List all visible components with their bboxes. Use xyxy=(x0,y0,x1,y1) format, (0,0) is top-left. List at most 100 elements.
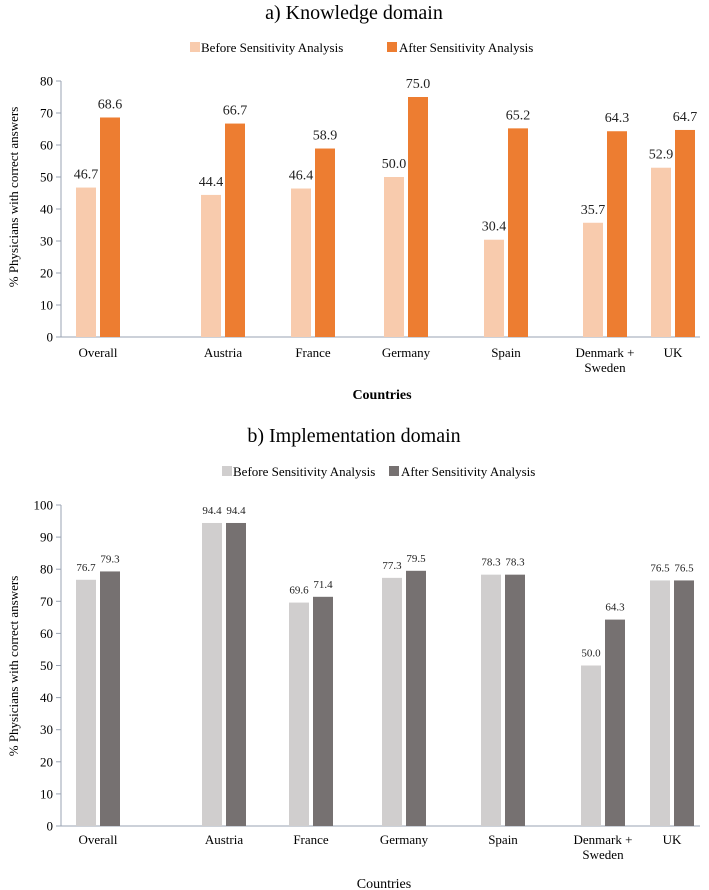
data-label-before: 77.3 xyxy=(382,560,402,572)
chart-a-group-spain: 30.4 65.2 xyxy=(482,108,531,337)
data-label-before: 76.7 xyxy=(76,562,96,574)
data-label-after: 64.3 xyxy=(605,602,625,614)
bar-before xyxy=(201,194,221,337)
chart-b-group-austria: 94.4 94.4 xyxy=(202,505,246,826)
chart-b-legend: Before Sensitivity Analysis After Sensit… xyxy=(222,464,535,479)
data-label-before: 30.4 xyxy=(482,220,507,235)
chart-a-group-austria: 44.4 66.7 xyxy=(199,104,248,337)
data-label-before: 50.0 xyxy=(581,648,601,660)
chart-a-group-overall: 46.7 68.6 xyxy=(74,97,123,337)
chart-a-ytick-label: 70 xyxy=(40,106,53,121)
bar-before xyxy=(650,580,670,826)
bar-before xyxy=(481,574,501,826)
chart-a-ytick-label: 10 xyxy=(40,298,53,313)
chart-b-ytick-label: 90 xyxy=(40,530,53,545)
bar-after xyxy=(408,97,428,337)
chart-a-ytick-label: 50 xyxy=(40,170,53,185)
data-label-before: 94.4 xyxy=(202,505,222,517)
bar-after xyxy=(605,619,625,826)
data-label-before: 46.4 xyxy=(289,169,314,184)
chart-b-category-label: Germany xyxy=(380,832,429,847)
chart-b-group-uk: 76.5 76.5 xyxy=(650,562,694,826)
chart-a-ytick-label: 80 xyxy=(40,74,53,89)
bar-before xyxy=(484,239,504,337)
bar-before xyxy=(583,222,603,337)
chart-b-category-label: Spain xyxy=(488,832,518,847)
data-label-after: 64.7 xyxy=(673,110,698,125)
bar-after xyxy=(508,128,528,337)
chart-b-category-label: UK xyxy=(663,832,682,847)
chart-a-category-label: Overall xyxy=(79,345,118,360)
chart-b-ytick-label: 70 xyxy=(40,594,53,609)
chart-b-category-label: Denmark + xyxy=(574,832,633,847)
chart-b-category-label: Overall xyxy=(79,832,118,847)
data-label-after: 79.5 xyxy=(406,553,426,565)
bar-after xyxy=(226,522,246,826)
bar-after xyxy=(313,596,333,826)
chart-b-category-label: Sweden xyxy=(582,847,624,862)
data-label-after: 78.3 xyxy=(505,557,525,569)
data-label-after: 75.0 xyxy=(406,77,431,92)
chart-knowledge-domain: a) Knowledge domain Before Sensitivity A… xyxy=(6,2,700,403)
chart-a-title: a) Knowledge domain xyxy=(265,2,443,24)
chart-b-ytick-label: 80 xyxy=(40,562,53,577)
data-label-before: 78.3 xyxy=(481,557,501,569)
bar-before xyxy=(384,177,404,337)
data-label-after: 65.2 xyxy=(506,108,531,123)
legend-a-after-swatch xyxy=(387,42,397,52)
data-label-after: 64.3 xyxy=(605,111,630,126)
data-label-before: 52.9 xyxy=(649,148,674,163)
chart-a-group-germany: 50.0 75.0 xyxy=(382,77,431,337)
data-label-after: 68.6 xyxy=(98,97,123,112)
chart-a-group-denmark-sweden: 35.7 64.3 xyxy=(581,111,630,337)
chart-a-ytick-label: 60 xyxy=(40,138,53,153)
data-label-before: 76.5 xyxy=(650,562,670,574)
data-label-before: 50.0 xyxy=(382,157,407,172)
chart-b-group-spain: 78.3 78.3 xyxy=(481,557,525,826)
chart-a-category-label: UK xyxy=(664,345,683,360)
chart-a-group-uk: 52.9 64.7 xyxy=(649,110,698,337)
chart-a-category-label: Sweden xyxy=(584,360,626,375)
data-label-before: 69.6 xyxy=(289,585,309,597)
chart-b-ylabel: % Physicians with correct answers xyxy=(6,576,21,757)
chart-implementation-domain: b) Implementation domain Before Sensitiv… xyxy=(6,425,700,890)
chart-a-category-label: Spain xyxy=(491,345,521,360)
bar-before xyxy=(382,577,402,826)
chart-b-ytick-label: 20 xyxy=(40,754,53,769)
bar-after xyxy=(505,574,525,826)
bar-after xyxy=(225,123,245,337)
data-label-after: 79.3 xyxy=(100,553,120,565)
chart-b-title: b) Implementation domain xyxy=(247,425,460,447)
chart-b-ytick-label: 30 xyxy=(40,722,53,737)
chart-a-ytick-label: 20 xyxy=(40,266,53,281)
chart-b-ytick-label: 10 xyxy=(40,786,53,801)
legend-a-before-label: Before Sensitivity Analysis xyxy=(201,40,343,55)
bar-before xyxy=(76,187,96,337)
chart-a-category-label: France xyxy=(295,345,331,360)
chart-b-ytick-label: 0 xyxy=(47,819,54,834)
chart-a-category-label: Austria xyxy=(204,345,243,360)
bar-after xyxy=(100,117,120,337)
legend-a-after-label: After Sensitivity Analysis xyxy=(399,40,533,55)
chart-b-ytick-label: 50 xyxy=(40,658,53,673)
chart-a-category-label: Germany xyxy=(382,345,431,360)
data-label-before: 44.4 xyxy=(199,175,224,190)
chart-a-ytick-label: 0 xyxy=(47,330,54,345)
chart-b-plot-area: 0 10 20 30 40 50 60 70 80 90 100 76.7 79.3 Overall 94.… xyxy=(34,498,700,862)
bar-after xyxy=(315,148,335,337)
chart-b-ytick-label: 60 xyxy=(40,626,53,641)
data-label-before: 35.7 xyxy=(581,203,606,218)
chart-a-ytick-label: 30 xyxy=(40,234,53,249)
data-label-after: 76.5 xyxy=(674,562,694,574)
data-label-after: 66.7 xyxy=(223,104,248,119)
data-label-after: 71.4 xyxy=(313,579,333,591)
chart-b-category-label: France xyxy=(293,832,329,847)
chart-a-xlabel: Countries xyxy=(352,388,412,403)
chart-b-category-label: Austria xyxy=(205,832,244,847)
bar-before xyxy=(651,167,671,337)
chart-b-group-denmark-sweden: 50.0 64.3 xyxy=(581,602,625,826)
bar-after xyxy=(674,580,694,826)
data-label-after: 94.4 xyxy=(226,505,246,517)
chart-a-category-label: Denmark + xyxy=(576,345,635,360)
